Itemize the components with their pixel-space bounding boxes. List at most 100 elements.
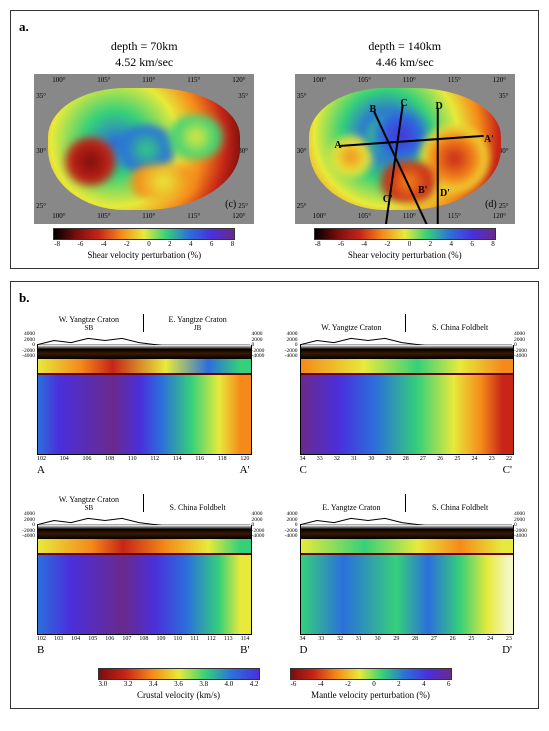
x-tick: 108 — [105, 456, 114, 462]
cb-tick: -8 — [315, 240, 321, 248]
colorbar-label: Shear velocity perturbation (%) — [280, 250, 531, 260]
section-wrap: W. Yangtze CratonS. China Foldbelt400020… — [282, 310, 531, 476]
x-tick: 110 — [128, 456, 137, 462]
moho-discontinuity — [38, 373, 251, 375]
section-end: C' — [503, 464, 512, 476]
cb-tick: 4.0 — [225, 680, 234, 688]
section-end: A' — [240, 464, 250, 476]
cb-tick: -2 — [124, 240, 130, 248]
x-tick: 112 — [150, 456, 159, 462]
lon-tick: 120° — [232, 76, 245, 84]
x-tick: 106 — [105, 636, 114, 642]
moho-discontinuity — [301, 553, 514, 555]
section-end-labels: CC' — [300, 464, 513, 476]
lon-tick: 110° — [142, 76, 155, 84]
lon-tick: 110° — [403, 76, 416, 84]
lon-tick: 115° — [448, 76, 461, 84]
map-depth: depth = 140km — [368, 39, 441, 53]
lon-tick: 115° — [187, 76, 200, 84]
lat-tick: 35° — [297, 92, 307, 100]
x-tick: 23 — [506, 636, 512, 642]
region-label: E. Yangtze Craton — [300, 503, 404, 512]
colorbar-ticks: -8-6-4-202468 — [315, 240, 495, 248]
cb-tick: 4 — [449, 240, 453, 248]
section-wrap: E. Yangtze Craton S. China Foldbelt400020… — [282, 490, 531, 656]
cb-tick: 0 — [372, 680, 376, 688]
section-canvas: 1020304050607080901001101201301401501601… — [37, 345, 252, 455]
x-tick: 29 — [393, 636, 399, 642]
topo-left-ticks: 400020000-2000-4000 — [19, 332, 35, 360]
cb-tick: -6 — [338, 240, 344, 248]
sections-grid: W. Yangtze CratonSBE. Yangtze CratonJB40… — [19, 310, 530, 656]
map-title: depth = 140km4.46 km/sec — [280, 39, 531, 70]
cb-tick: -4 — [318, 680, 324, 688]
lon-tick: 110° — [142, 212, 155, 220]
cb-tick: 8 — [231, 240, 235, 248]
topography-strip: 400020000-2000-4000400020000-2000-4000 — [37, 332, 250, 345]
x-tick: 28 — [412, 636, 418, 642]
region-label: E. Yangtze CratonJB — [146, 315, 250, 332]
section-canvas: 1020304050607080901001101201301401501601… — [300, 525, 515, 635]
topo-right-ticks: 400020000-2000-4000 — [252, 332, 268, 360]
crust-band — [38, 539, 251, 553]
x-tick: 102 — [37, 636, 46, 642]
lat-tick: 35° — [238, 92, 248, 100]
topography-strip: 400020000-2000-4000400020000-2000-4000 — [300, 332, 513, 345]
lon-tick: 115° — [187, 212, 200, 220]
cb-tick: 6 — [470, 240, 474, 248]
x-tick: 31 — [356, 636, 362, 642]
crustal-label: Crustal velocity (km/s) — [98, 690, 260, 700]
x-tick: 32 — [334, 456, 340, 462]
colorbar-label: Shear velocity perturbation (%) — [19, 250, 270, 260]
x-tick: 30 — [368, 456, 374, 462]
section-canvas: 1020304050607080901001101201301401501601… — [37, 525, 252, 635]
lat-tick: 30° — [297, 147, 307, 155]
mantle-label: Mantle velocity perturbation (%) — [290, 690, 452, 700]
x-tick: 34 — [300, 636, 306, 642]
profile-endpoint-label: B — [370, 104, 377, 115]
lat-tick: 25° — [238, 202, 248, 210]
x-tick: 24 — [487, 636, 493, 642]
lon-tick: 105° — [358, 212, 371, 220]
lat-tick: 35° — [36, 92, 46, 100]
profile-line — [437, 108, 439, 224]
region-divider — [143, 494, 144, 512]
section-start: D — [300, 644, 308, 656]
profile-endpoint-label: B' — [418, 185, 427, 196]
velocity-anomaly — [167, 115, 225, 159]
profile-endpoint-label: A' — [484, 134, 494, 145]
x-tick: 104 — [71, 636, 80, 642]
region-label: W. Yangtze Craton — [300, 323, 404, 332]
cb-tick: 2 — [397, 680, 401, 688]
x-tick: 116 — [195, 456, 204, 462]
section-start: A — [37, 464, 45, 476]
lon-tick: 120° — [493, 76, 506, 84]
topography-strip: 400020000-2000-4000400020000-2000-4000 — [300, 512, 513, 525]
x-tick: 104 — [60, 456, 69, 462]
lon-tick: 100° — [52, 212, 65, 220]
map-colorbar-wrap: -8-6-4-202468Shear velocity perturbation… — [280, 228, 531, 260]
cb-tick: 3.8 — [199, 680, 208, 688]
panel-b-label: b. — [19, 290, 530, 306]
crustal-colorbar — [98, 668, 260, 680]
cb-tick: 4 — [189, 240, 193, 248]
region-divider — [405, 314, 406, 332]
lon-tick: 100° — [313, 212, 326, 220]
cb-tick: 2 — [429, 240, 433, 248]
region-label: S. China Foldbelt — [146, 503, 250, 512]
region-label: S. China Foldbelt — [408, 503, 512, 512]
cb-tick: 3.6 — [174, 680, 183, 688]
moho-discontinuity — [301, 373, 514, 375]
subpanel-id: (d) — [485, 199, 497, 210]
lon-tick: 100° — [52, 76, 65, 84]
profile-endpoint-label: C — [400, 98, 407, 109]
shear-colorbar — [53, 228, 235, 240]
region-label: W. Yangtze CratonSB — [37, 495, 141, 512]
profile-endpoint-label: D' — [440, 188, 450, 199]
cb-tick: -4 — [361, 240, 367, 248]
lon-tick: 105° — [358, 76, 371, 84]
x-tick: 26 — [437, 456, 443, 462]
section-x-ticks: 102103104105106107108109110111112113114 — [37, 636, 250, 642]
map-canvas: 100°100°105°105°110°110°115°115°120°120°… — [34, 74, 254, 224]
region-divider — [143, 314, 144, 332]
